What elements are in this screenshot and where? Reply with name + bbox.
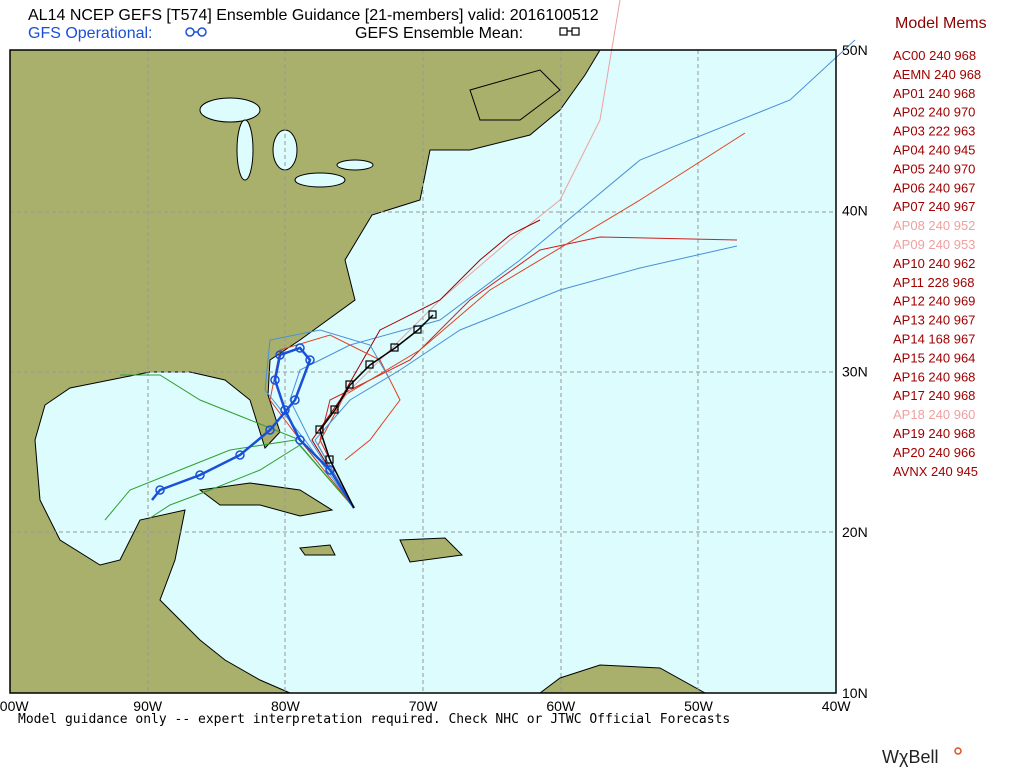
legend-item: AP13 240 967 (893, 313, 975, 328)
legend-item: AVNX 240 945 (893, 464, 978, 479)
legend-item: AP15 240 964 (893, 350, 975, 365)
x-axis-label: 90W (133, 698, 163, 714)
legend-item: AP08 240 952 (893, 218, 975, 233)
legend-item: AP16 240 968 (893, 369, 975, 384)
operational-label: GFS Operational: (28, 25, 153, 42)
y-axis-label: 20N (842, 524, 868, 540)
y-axis-label: 50N (842, 42, 868, 58)
y-axis-labels: 50N 40N 30N 20N 10N (842, 42, 868, 701)
mean-track (319, 314, 434, 509)
legend-item: AP14 168 967 (893, 332, 975, 347)
y-axis-label: 30N (842, 363, 868, 379)
land (198, 482, 334, 517)
y-axis-label: 10N (842, 685, 868, 701)
legend-item: AP20 240 966 (893, 445, 975, 460)
land (399, 537, 464, 563)
legend-item: AP07 240 967 (893, 199, 975, 214)
land (299, 544, 336, 556)
grid (10, 50, 836, 693)
x-axis-label: 100W (0, 698, 29, 714)
mean-label: GEFS Ensemble Mean: (355, 25, 523, 42)
operational-icon (185, 27, 207, 37)
legend-item: AP18 240 960 (893, 407, 975, 422)
land (469, 69, 561, 121)
x-axis-label: 50W (684, 698, 714, 714)
x-axis-label: 60W (546, 698, 576, 714)
logo-dot (954, 747, 962, 755)
x-axis-label: 70W (409, 698, 439, 714)
x-axis-label: 80W (271, 698, 301, 714)
x-axis-label: 40W (822, 698, 852, 714)
legend-item: AP19 240 968 (893, 426, 975, 441)
legend-title: Model Mems (895, 15, 987, 32)
map (9, 0, 856, 694)
legend-item: AP05 240 970 (893, 161, 975, 176)
legend: AC00 240 968 AEMN 240 968 AP01 240 968 AP02… (893, 48, 981, 479)
operational-track (151, 346, 356, 509)
map-border (9, 49, 837, 694)
legend-item: AP11 228 968 (893, 275, 974, 290)
legend-item: AP01 240 968 (893, 86, 975, 101)
legend-item: AC00 240 968 (893, 48, 976, 63)
legend-item: AP03 222 963 (893, 124, 975, 139)
legend-item: AP10 240 962 (893, 256, 975, 271)
logo: WχBell (882, 747, 938, 767)
legend-item: AP06 240 967 (893, 180, 975, 195)
mean-points (315, 310, 437, 464)
x-axis-labels: 100W 90W 80W 70W 60W 50W 40W (0, 698, 851, 714)
legend-item: AEMN 240 968 (893, 67, 981, 82)
y-axis-label: 40N (842, 203, 868, 219)
legend-item: AP02 240 970 (893, 105, 975, 120)
footer: Model guidance only -- expert interpreta… (18, 712, 730, 727)
legend-item: AP12 240 969 (893, 294, 975, 309)
header-title: AL14 NCEP GEFS [T574] Ensemble Guidance … (28, 7, 599, 24)
operational-points (155, 343, 335, 495)
mean-icon (559, 27, 580, 36)
legend-item: AP04 240 945 (893, 143, 975, 158)
legend-item: AP17 240 968 (893, 388, 975, 403)
legend-item: AP09 240 953 (893, 237, 975, 252)
lakes (199, 97, 374, 188)
